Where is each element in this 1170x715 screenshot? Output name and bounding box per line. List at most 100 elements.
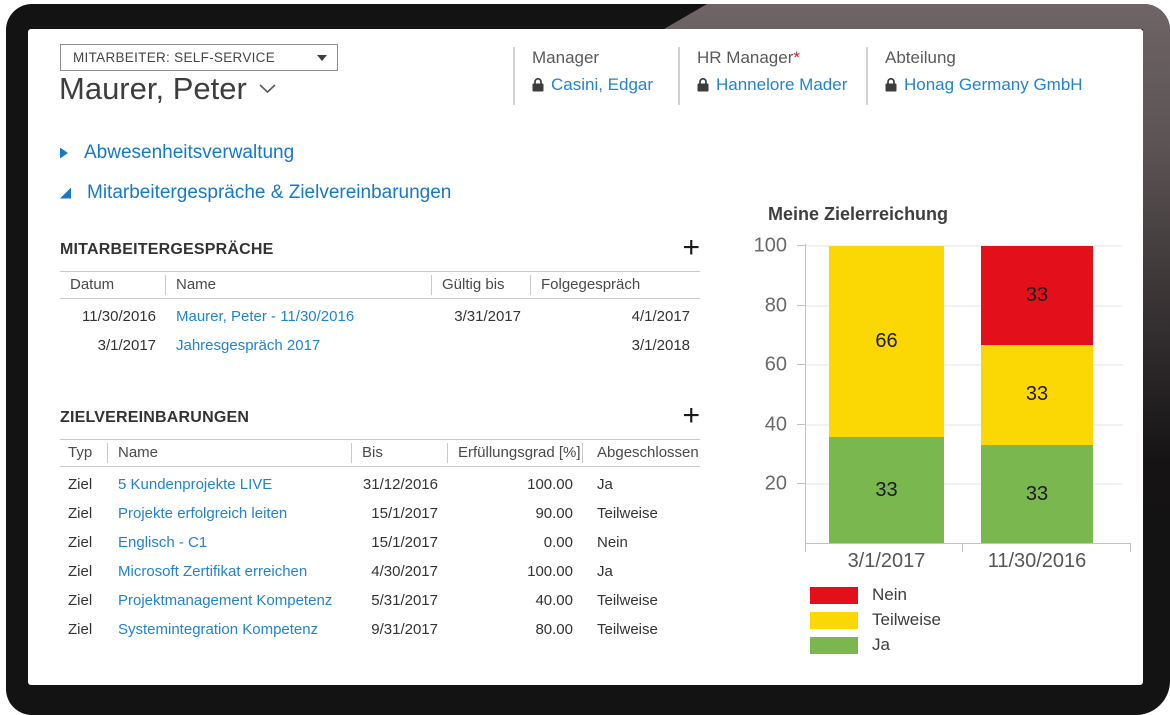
- cell-gueltig-bis: 3/31/2017: [454, 308, 521, 325]
- chart-x-axis: [805, 543, 1131, 544]
- cell-erfuellungsgrad: 90.00: [535, 505, 573, 522]
- cell-bis: 9/31/2017: [371, 621, 438, 638]
- section-label: Mitarbeitergespräche & Zielvereinbarunge…: [87, 182, 452, 203]
- column-header-erfuellungsgrad[interactable]: Erfüllungsgrad [%]: [448, 443, 583, 463]
- table-row: 3/1/2017 Jahresgespräch 2017 3/1/2018: [60, 331, 700, 360]
- cell-typ: Ziel: [68, 592, 93, 609]
- cell-bis: 5/31/2017: [371, 592, 438, 609]
- chart-gridline: [805, 424, 1123, 426]
- add-meeting-button[interactable]: +: [682, 231, 700, 264]
- column-header-name[interactable]: Name: [166, 275, 432, 295]
- legend-item: Teilweise: [810, 610, 941, 630]
- chart-gridline: [805, 305, 1123, 307]
- legend-label: Nein: [872, 585, 907, 604]
- chart-y-tick: [797, 245, 805, 246]
- cell-abgeschlossen: Teilweise: [597, 592, 658, 609]
- field-label: Abteilung: [885, 48, 956, 67]
- chart-x-tick-label: 11/30/2016: [987, 550, 1087, 572]
- chart-legend: Nein Teilweise Ja: [810, 585, 941, 655]
- cell-typ: Ziel: [68, 621, 93, 638]
- field-label: Manager: [532, 48, 600, 67]
- field-abteilung: Abteilung Honag Germany GmbH: [866, 47, 1143, 105]
- cell-abgeschlossen: Teilweise: [597, 621, 658, 638]
- column-header-datum[interactable]: Datum: [60, 275, 166, 295]
- cell-abgeschlossen: Teilweise: [597, 505, 658, 522]
- chart-gridline: [805, 364, 1123, 366]
- goal-link[interactable]: Englisch - C1: [118, 534, 208, 551]
- meeting-link[interactable]: Maurer, Peter - 11/30/2016: [176, 308, 355, 325]
- chart-y-tick-label: 60: [764, 353, 787, 376]
- meeting-link[interactable]: Jahresgespräch 2017: [176, 337, 321, 354]
- triangle-expanded-icon: [60, 187, 71, 199]
- goal-link[interactable]: 5 Kundenprojekte LIVE: [118, 476, 273, 493]
- lock-icon: [885, 78, 897, 92]
- goal-link[interactable]: Projektmanagement Kompetenz: [118, 592, 333, 609]
- bar-segment-nein: 33: [981, 246, 1093, 346]
- bar-segment-ja: 33: [981, 444, 1093, 544]
- bar-segment-teilweise: 33: [981, 345, 1093, 445]
- abteilung-link[interactable]: Honag Germany GmbH: [904, 75, 1083, 94]
- chart-y-tick-label: 80: [764, 294, 787, 317]
- page-title[interactable]: Maurer, Peter: [59, 71, 276, 107]
- goal-link[interactable]: Systemintegration Kompetenz: [118, 621, 319, 638]
- chart-y-tick: [797, 423, 805, 425]
- goals-table-rows: Ziel 5 Kundenprojekte LIVE 31/12/2016 100.0…: [60, 467, 700, 644]
- chart-bar: 66 33: [829, 246, 944, 544]
- field-hr-manager: HR Manager* Hannelore Mader: [678, 47, 866, 105]
- column-header-abgeschlossen[interactable]: Abgeschlossen: [597, 444, 699, 461]
- role-selector-label: MITARBEITER: SELF-SERVICE: [73, 50, 276, 65]
- goals-table: ZIELVEREINBARUNGEN + Typ Name Bis Erfüll…: [60, 401, 700, 644]
- column-header-bis[interactable]: Bis: [352, 443, 448, 463]
- caret-down-icon: [317, 54, 327, 61]
- meetings-table-title: MITARBEITERGESPRÄCHE: [60, 241, 274, 258]
- hr-manager-link[interactable]: Hannelore Mader: [716, 75, 848, 94]
- role-selector-dropdown[interactable]: MITARBEITER: SELF-SERVICE: [60, 44, 338, 71]
- column-header-typ[interactable]: Typ: [60, 443, 108, 463]
- goal-link[interactable]: Projekte erfolgreich leiten: [118, 505, 288, 522]
- table-row: Ziel Microsoft Zertifikat erreichen 4/30/2…: [60, 557, 700, 586]
- cell-bis: 31/12/2016: [362, 476, 438, 493]
- chart-plot: 100 80 60 40 20 66 33 33 33 33 3/1/2017 11/30/201…: [754, 235, 1131, 572]
- triangle-collapsed-icon: [60, 147, 68, 159]
- goals-table-title: ZIELVEREINBARUNGEN: [60, 409, 250, 426]
- legend-swatch: [810, 636, 858, 654]
- table-row: Ziel Projektmanagement Kompetenz 5/31/2017…: [60, 586, 700, 615]
- field-label: HR Manager: [697, 48, 794, 67]
- column-header-folgegespraech[interactable]: Folgegespräch: [541, 276, 641, 293]
- legend-swatch: [810, 611, 858, 629]
- legend-item: Ja: [810, 635, 941, 655]
- cell-erfuellungsgrad: 0.00: [543, 534, 573, 551]
- cell-typ: Ziel: [68, 505, 93, 522]
- column-header-gueltig-bis[interactable]: Gültig bis: [432, 275, 531, 295]
- device-frame: MITARBEITER: SELF-SERVICE Maurer, Peter …: [6, 4, 1170, 715]
- goal-link[interactable]: Microsoft Zertifikat erreichen: [118, 563, 308, 580]
- legend-label: Teilweise: [872, 610, 941, 629]
- add-goal-button[interactable]: +: [682, 399, 700, 432]
- bar-value-label: 33: [1025, 482, 1049, 505]
- chart-y-tick-label: 20: [764, 472, 787, 495]
- legend-label: Ja: [872, 635, 890, 654]
- cell-bis: 15/1/2017: [371, 534, 438, 551]
- table-row: Ziel Englisch - C1 15/1/2017 0.00 Nein: [60, 528, 700, 557]
- chart-y-tick: [797, 364, 805, 366]
- goals-table-header: Typ Name Bis Erfüllungsgrad [%] Abgeschl…: [60, 439, 700, 467]
- cell-bis: 15/1/2017: [371, 505, 438, 522]
- cell-datum: 11/30/2016: [82, 308, 156, 325]
- section-toggle-mitarbeitergespraeche[interactable]: Mitarbeitergespräche & Zielvereinbarunge…: [60, 182, 451, 204]
- cell-typ: Ziel: [68, 476, 93, 493]
- chart-y-tick: [797, 483, 805, 485]
- meetings-table-header: Datum Name Gültig bis Folgegespräch: [60, 271, 700, 299]
- lock-icon: [532, 78, 544, 92]
- column-header-name[interactable]: Name: [108, 443, 352, 463]
- section-toggle-abwesenheitsverwaltung[interactable]: Abwesenheitsverwaltung: [60, 142, 294, 164]
- chart-y-tick-label: 40: [764, 413, 787, 436]
- cell-erfuellungsgrad: 40.00: [535, 592, 573, 609]
- section-label: Abwesenheitsverwaltung: [84, 142, 295, 163]
- chart-y-tick-label: 100: [753, 234, 787, 257]
- manager-link[interactable]: Casini, Edgar: [551, 75, 654, 94]
- required-mark: *: [793, 48, 800, 67]
- cell-abgeschlossen: Ja: [597, 563, 613, 580]
- chart-gridline: [805, 245, 1123, 247]
- legend-swatch: [810, 586, 858, 604]
- cell-erfuellungsgrad: 80.00: [535, 621, 573, 638]
